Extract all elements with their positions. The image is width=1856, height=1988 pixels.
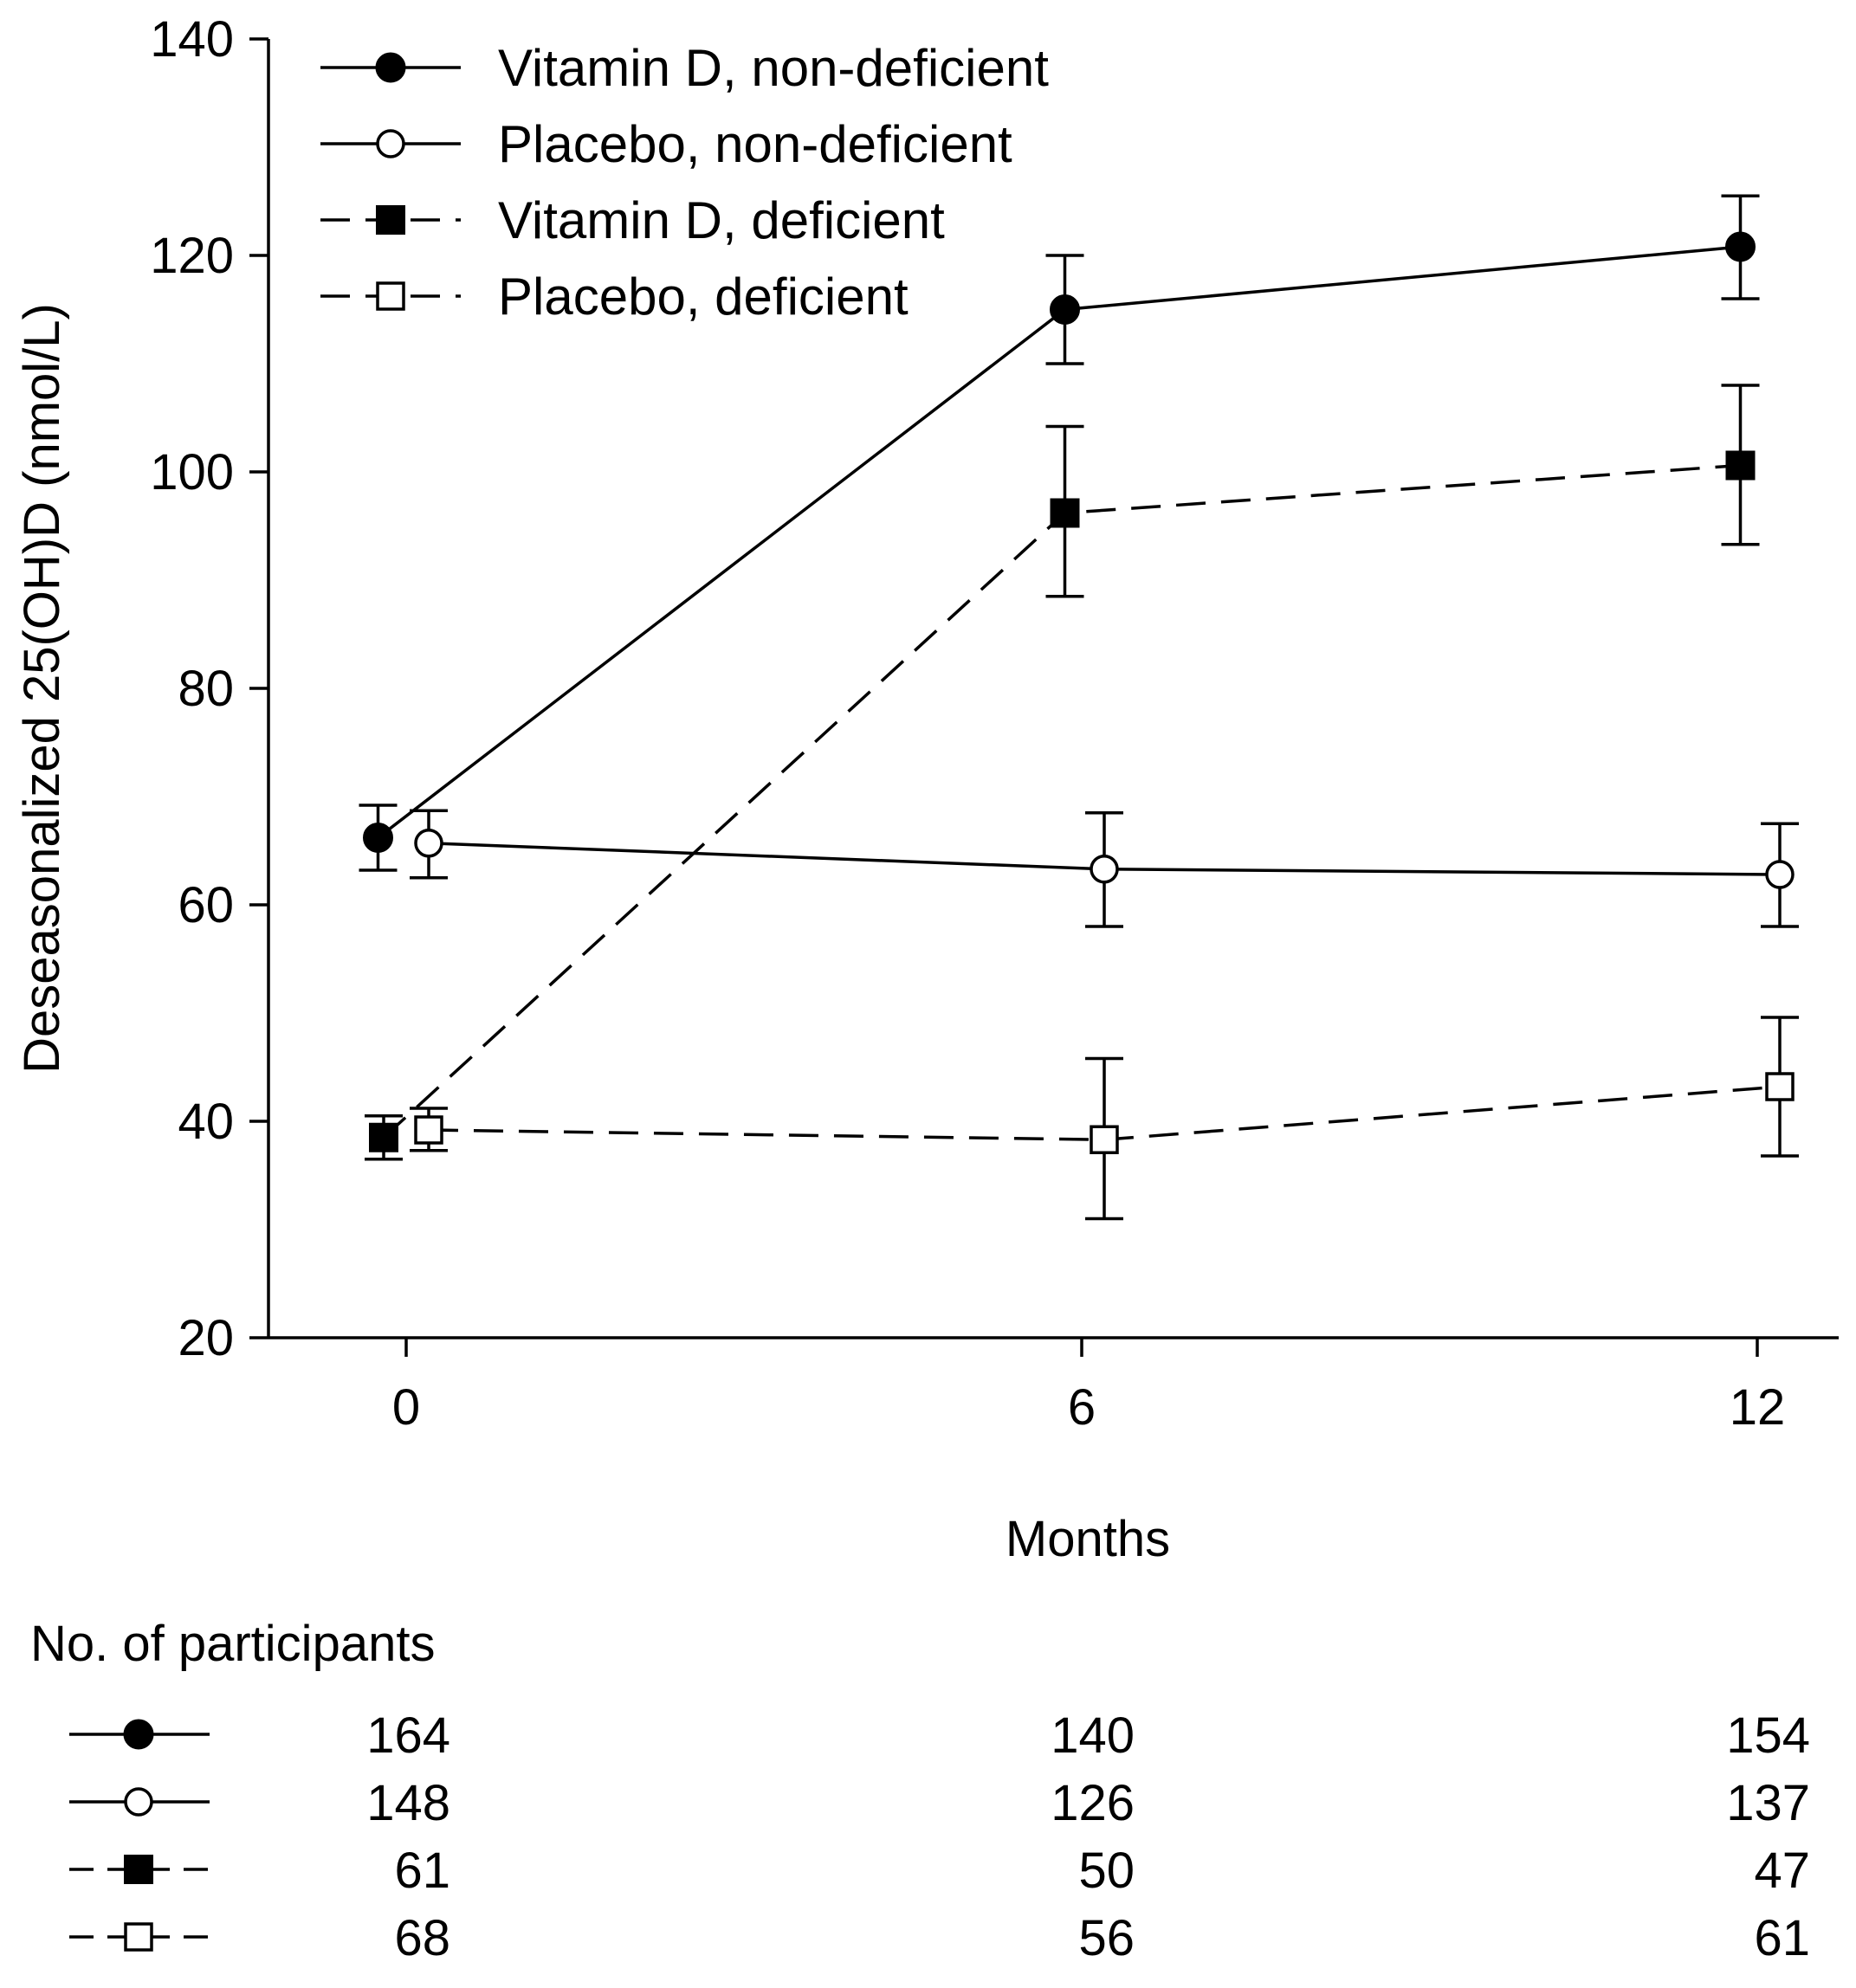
y-ticks: 20 40 60 80 100 120 140 [150, 11, 268, 1366]
y-tick-label: 100 [150, 444, 234, 500]
y-tick-label: 40 [178, 1094, 234, 1150]
participant-count: 61 [394, 1843, 450, 1899]
x-tick-label: 6 [1068, 1379, 1096, 1436]
legend-entry: Placebo, deficient [320, 268, 909, 326]
participant-count: 56 [1078, 1910, 1135, 1966]
participants-row: 61 50 47 [69, 1843, 1810, 1899]
data-point [1725, 450, 1756, 481]
x-axis-title: Months [1006, 1511, 1170, 1567]
series-placebo-deficient [410, 1016, 1799, 1221]
participants-row: 148 126 137 [69, 1775, 1810, 1831]
participant-count: 154 [1726, 1707, 1810, 1764]
legend-entry: Placebo, non-deficient [320, 115, 1012, 173]
data-point [369, 1122, 398, 1152]
legend-entry: Vitamin D, deficient [320, 191, 945, 249]
participant-count: 164 [366, 1707, 450, 1764]
legend-entry: Vitamin D, non-deficient [320, 39, 1049, 97]
participant-count: 68 [394, 1910, 450, 1966]
y-axis-title: Deseasonalized 25(OH)D (nmol/L) [14, 303, 70, 1074]
legend-label: Vitamin D, non-deficient [498, 39, 1049, 97]
participants-row: 164 140 154 [69, 1707, 1810, 1764]
series-placebo-non-deficient [410, 809, 1799, 928]
series-vitamin-d-deficient [365, 384, 1760, 1161]
y-tick-label: 60 [178, 877, 234, 933]
participant-count: 137 [1726, 1775, 1810, 1831]
participants-key-marker [124, 1787, 153, 1817]
participants-table: 164 140 154 148 126 137 61 50 47 68 56 61 [69, 1707, 1810, 1966]
participants-key-marker [124, 1922, 153, 1952]
y-tick-label: 140 [150, 11, 234, 68]
participant-count: 50 [1078, 1843, 1135, 1899]
data-point [1725, 231, 1756, 262]
data-point [1050, 294, 1080, 325]
legend-marker [376, 281, 405, 311]
series-vitamin-d-non-deficient [359, 194, 1760, 872]
legend-marker [375, 52, 406, 83]
data-point [414, 1115, 443, 1145]
x-tick-label: 0 [392, 1379, 420, 1436]
legend-label: Vitamin D, deficient [498, 191, 945, 249]
participant-count: 140 [1051, 1707, 1135, 1764]
y-tick-label: 20 [178, 1310, 234, 1366]
data-point [1765, 860, 1795, 889]
plot-area [359, 194, 1799, 1221]
legend: Vitamin D, non-deficient Placebo, non-def… [320, 39, 1049, 326]
legend-label: Placebo, deficient [498, 268, 909, 326]
data-point [1765, 1072, 1795, 1101]
legend-marker [376, 129, 405, 158]
data-point [363, 823, 393, 853]
legend-marker [376, 205, 405, 235]
x-tick-label: 12 [1730, 1379, 1786, 1436]
y-tick-label: 80 [178, 661, 234, 717]
legend-label: Placebo, non-deficient [498, 115, 1012, 173]
participant-count: 47 [1754, 1843, 1810, 1899]
data-point [1090, 1125, 1119, 1154]
y-tick-label: 120 [150, 228, 234, 284]
data-point [414, 829, 443, 858]
participant-count: 148 [366, 1775, 450, 1831]
data-point [1090, 855, 1119, 884]
participants-title: No. of participants [30, 1616, 435, 1672]
x-ticks: 0 6 12 [392, 1338, 1785, 1436]
participant-count: 61 [1754, 1910, 1810, 1966]
participants-key-marker [123, 1719, 154, 1750]
participants-row: 68 56 61 [69, 1910, 1810, 1966]
data-point [1050, 498, 1080, 528]
participant-count: 126 [1051, 1775, 1135, 1831]
participants-key-marker [124, 1855, 153, 1884]
